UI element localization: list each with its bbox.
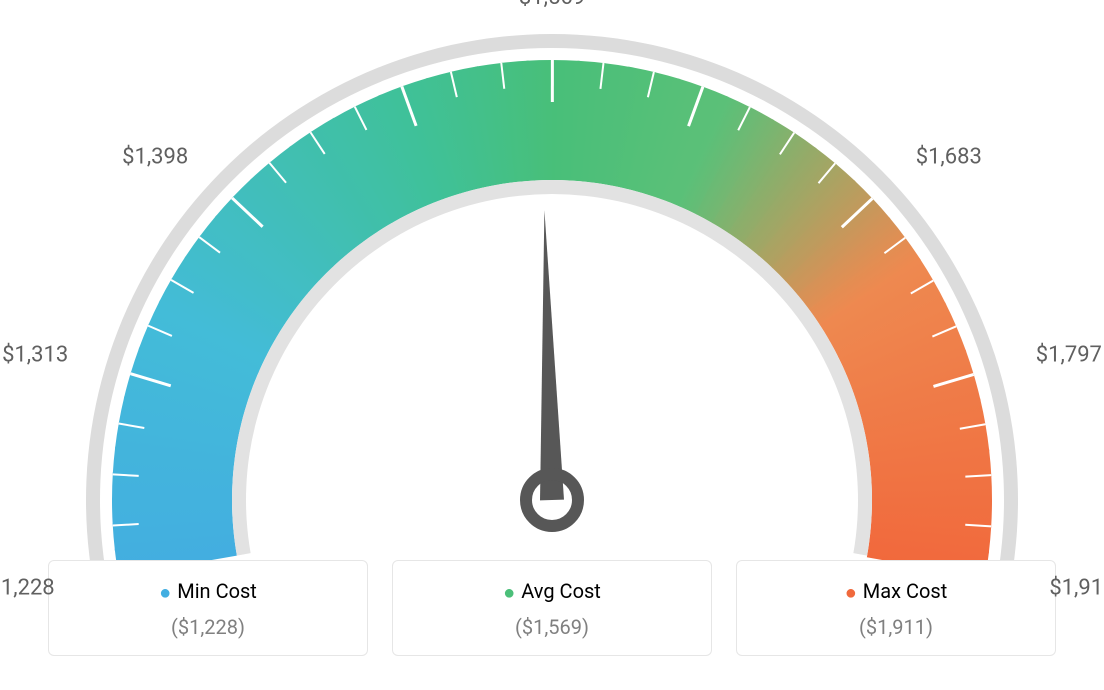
legend-value-min: ($1,228) xyxy=(59,615,357,639)
gauge-svg xyxy=(0,0,1104,560)
gauge-scale-label: $1,313 xyxy=(2,343,68,368)
legend-card-avg: ●Avg Cost ($1,569) xyxy=(392,560,712,656)
legend-label-min: Min Cost xyxy=(177,579,257,603)
legend-label-max: Max Cost xyxy=(863,579,948,603)
gauge-scale-label: $1,911 xyxy=(1049,575,1104,600)
legend-dot-avg: ● xyxy=(503,580,515,604)
legend-title-min: ●Min Cost xyxy=(59,579,357,605)
legend-label-avg: Avg Cost xyxy=(521,579,601,603)
legend-card-min: ●Min Cost ($1,228) xyxy=(48,560,368,656)
legend-value-max: ($1,911) xyxy=(747,615,1045,639)
legend-title-max: ●Max Cost xyxy=(747,579,1045,605)
legend-value-avg: ($1,569) xyxy=(403,615,701,639)
gauge-scale-label: $1,569 xyxy=(519,0,585,10)
legend-row: ●Min Cost ($1,228) ●Avg Cost ($1,569) ●M… xyxy=(0,560,1104,656)
legend-title-avg: ●Avg Cost xyxy=(403,579,701,605)
gauge-scale-label: $1,797 xyxy=(1036,343,1102,368)
gauge-scale-label: $1,398 xyxy=(122,144,188,169)
gauge-chart: $1,228$1,313$1,398$1,569$1,683$1,797$1,9… xyxy=(0,0,1104,560)
gauge-scale-label: $1,228 xyxy=(0,575,55,600)
legend-dot-max: ● xyxy=(845,580,857,604)
gauge-needle xyxy=(526,210,578,526)
legend-dot-min: ● xyxy=(159,580,171,604)
legend-card-max: ●Max Cost ($1,911) xyxy=(736,560,1056,656)
gauge-scale-label: $1,683 xyxy=(916,144,982,169)
